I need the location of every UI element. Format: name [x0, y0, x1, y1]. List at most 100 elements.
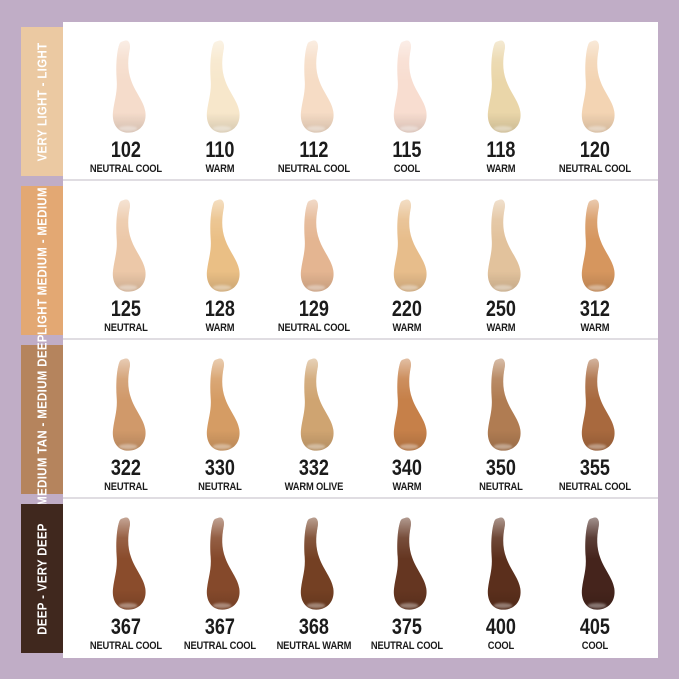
swatch-smear-icon — [300, 358, 334, 451]
shade-swatch-cell: 332 WARM OLIVE — [267, 340, 361, 497]
swatch-smear-icon — [206, 358, 240, 451]
shade-swatch-cell: 322 NEUTRAL — [79, 340, 173, 497]
shade-range-label-block: DEEP - VERY DEEP — [21, 504, 63, 653]
shade-number: 367 — [204, 614, 235, 639]
shade-undertone: NEUTRAL COOL — [277, 163, 350, 175]
shade-number: 400 — [486, 614, 517, 639]
shade-number: 330 — [204, 455, 235, 480]
shade-undertone: COOL — [394, 163, 421, 175]
shade-number: 120 — [579, 137, 611, 162]
shade-number: 115 — [392, 137, 422, 162]
shade-range-label: LIGHT MEDIUM - MEDIUM — [34, 186, 50, 335]
swatch-smear-icon — [394, 358, 427, 451]
swatch-smear-icon — [581, 358, 615, 451]
swatch-smear-icon — [581, 199, 615, 292]
shade-number: 350 — [486, 455, 517, 480]
shade-row: VERY LIGHT - LIGHT 102 NEUTRAL COOL 110 … — [21, 22, 658, 181]
swatch-smear-icon — [488, 40, 521, 133]
shade-undertone: WARM — [205, 322, 235, 334]
swatch-smear-icon — [488, 199, 521, 292]
swatch-smear-icon — [488, 358, 521, 451]
shade-undertone: COOL — [581, 640, 609, 652]
swatch-smear-icon — [394, 199, 427, 292]
shade-swatch-cell: 375 NEUTRAL COOL — [360, 499, 454, 658]
shade-range-label: DEEP - VERY DEEP — [34, 522, 50, 635]
shade-undertone: WARM — [486, 163, 516, 175]
shade-row-cells: 102 NEUTRAL COOL 110 WARM 112 NEUTRAL CO… — [63, 22, 658, 181]
shade-swatch-cell: 367 NEUTRAL COOL — [173, 499, 267, 658]
shade-swatch-cell: 128 WARM — [173, 181, 267, 338]
shade-row-cells: 125 NEUTRAL 128 WARM 129 NEUTRAL COOL 22… — [63, 181, 658, 340]
shade-row: DEEP - VERY DEEP 367 NEUTRAL COOL 367 NE… — [21, 499, 658, 658]
swatch-smear-icon — [112, 40, 146, 133]
shade-range-label-block: MEDIUM TAN - MEDIUM DEEP — [21, 334, 63, 505]
swatch-smear-icon — [206, 40, 240, 133]
shade-undertone: WARM — [392, 322, 422, 334]
shade-undertone: NEUTRAL COOL — [559, 163, 632, 175]
swatch-smear-icon — [488, 517, 521, 610]
shade-swatch-cell: 312 WARM — [548, 181, 642, 338]
swatch-smear-icon — [112, 358, 146, 451]
shade-number: 128 — [204, 296, 235, 321]
shade-undertone: NEUTRAL COOL — [559, 481, 632, 493]
shade-swatch-cell: 367 NEUTRAL COOL — [79, 499, 173, 658]
shade-undertone: NEUTRAL — [104, 481, 148, 493]
shade-undertone: NEUTRAL COOL — [89, 163, 162, 175]
swatch-smear-icon — [581, 40, 615, 133]
shade-range-label: VERY LIGHT - LIGHT — [34, 42, 50, 161]
swatch-smear-icon — [394, 40, 427, 133]
shade-number: 112 — [299, 137, 329, 162]
shade-row: LIGHT MEDIUM - MEDIUM 125 NEUTRAL 128 WA… — [21, 181, 658, 340]
swatch-smear-icon — [206, 517, 240, 610]
shade-number: 375 — [392, 614, 423, 639]
shade-undertone: NEUTRAL COOL — [277, 322, 350, 334]
shade-swatch-cell: 350 NEUTRAL — [454, 340, 548, 497]
shade-undertone: NEUTRAL — [104, 322, 148, 334]
shade-number: 250 — [486, 296, 517, 321]
shade-number: 355 — [579, 455, 611, 480]
shade-undertone: NEUTRAL — [479, 481, 523, 493]
shade-swatch-cell: 102 NEUTRAL COOL — [79, 22, 173, 179]
shade-number: 312 — [579, 296, 611, 321]
shade-chart: VERY LIGHT - LIGHT 102 NEUTRAL COOL 110 … — [21, 22, 658, 658]
swatch-smear-icon — [112, 199, 146, 292]
shade-undertone: NEUTRAL COOL — [89, 640, 162, 652]
shade-swatch-cell: 115 COOL — [360, 22, 454, 179]
shade-swatch-cell: 120 NEUTRAL COOL — [548, 22, 642, 179]
shade-range-label-block: VERY LIGHT - LIGHT — [21, 27, 63, 176]
shade-number: 125 — [110, 296, 141, 321]
swatch-smear-icon — [206, 199, 240, 292]
shade-number: 332 — [298, 455, 329, 480]
shade-row: MEDIUM TAN - MEDIUM DEEP 322 NEUTRAL 330… — [21, 334, 658, 505]
shade-undertone: WARM — [205, 163, 235, 175]
shade-undertone: NEUTRAL — [197, 481, 242, 493]
shade-number: 110 — [205, 137, 235, 162]
shade-undertone: COOL — [488, 640, 515, 652]
shade-undertone: WARM — [392, 481, 422, 493]
shade-swatch-cell: 220 WARM — [360, 181, 454, 338]
shade-undertone: NEUTRAL COOL — [183, 640, 256, 652]
shade-range-label-block: LIGHT MEDIUM - MEDIUM — [21, 186, 63, 335]
shade-range-label: MEDIUM TAN - MEDIUM DEEP — [34, 333, 50, 506]
shade-swatch-cell: 405 COOL — [548, 499, 642, 658]
shade-swatch-cell: 112 NEUTRAL COOL — [267, 22, 361, 179]
shade-swatch-cell: 368 NEUTRAL WARM — [267, 499, 361, 658]
shade-undertone: WARM — [580, 322, 610, 334]
shade-swatch-cell: 355 NEUTRAL COOL — [548, 340, 642, 497]
swatch-smear-icon — [581, 517, 615, 610]
swatch-smear-icon — [300, 199, 334, 292]
shade-number: 220 — [392, 296, 423, 321]
shade-number: 367 — [110, 614, 141, 639]
swatch-smear-icon — [300, 517, 334, 610]
shade-swatch-cell: 129 NEUTRAL COOL — [267, 181, 361, 338]
swatch-smear-icon — [112, 517, 146, 610]
shade-undertone: WARM OLIVE — [284, 481, 343, 493]
shade-swatch-cell: 400 COOL — [454, 499, 548, 658]
shade-swatch-cell: 118 WARM — [454, 22, 548, 179]
shade-number: 340 — [392, 455, 423, 480]
shade-row-cells: 367 NEUTRAL COOL 367 NEUTRAL COOL 368 NE… — [63, 499, 658, 658]
shade-swatch-cell: 330 NEUTRAL — [173, 340, 267, 497]
shade-number: 322 — [110, 455, 141, 480]
swatch-smear-icon — [300, 40, 334, 133]
